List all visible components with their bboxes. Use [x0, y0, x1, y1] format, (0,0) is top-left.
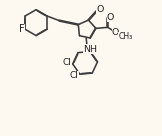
Text: O: O [107, 13, 114, 22]
Text: NH: NH [83, 45, 97, 54]
Text: Cl: Cl [70, 71, 79, 80]
Text: O: O [97, 5, 104, 14]
Text: CH₃: CH₃ [118, 32, 132, 41]
Text: Cl: Cl [63, 58, 72, 67]
Text: O: O [112, 28, 119, 37]
Text: F: F [19, 24, 24, 34]
